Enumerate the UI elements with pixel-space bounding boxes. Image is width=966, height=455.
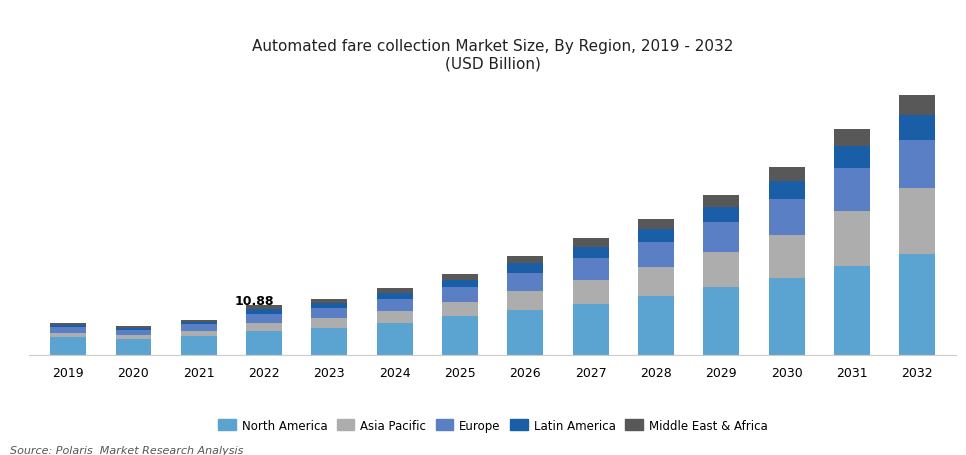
Bar <box>50 325 86 327</box>
Bar <box>638 219 674 229</box>
Bar <box>573 248 609 258</box>
Bar <box>899 189 935 255</box>
Bar <box>769 278 805 355</box>
Bar <box>377 312 412 323</box>
Bar <box>703 252 739 288</box>
Bar <box>573 280 609 304</box>
Bar <box>769 182 805 200</box>
Bar <box>899 96 935 116</box>
Bar <box>311 318 348 328</box>
Bar <box>899 116 935 141</box>
Bar <box>507 310 543 355</box>
Bar <box>116 330 152 335</box>
Bar <box>703 207 739 222</box>
Bar <box>311 308 348 318</box>
Bar <box>246 309 282 314</box>
Bar <box>507 291 543 310</box>
Bar <box>703 288 739 355</box>
Bar <box>50 333 86 338</box>
Bar <box>311 303 348 308</box>
Bar <box>769 167 805 182</box>
Bar <box>834 168 869 212</box>
Bar <box>377 289 412 293</box>
Bar <box>834 129 869 147</box>
Bar <box>899 141 935 189</box>
Bar <box>638 242 674 267</box>
Bar <box>116 335 152 339</box>
Bar <box>703 222 739 252</box>
Bar <box>638 267 674 297</box>
Bar <box>246 331 282 355</box>
Bar <box>377 299 412 312</box>
Bar <box>442 303 478 316</box>
Bar <box>311 299 348 303</box>
Bar <box>638 229 674 242</box>
Bar <box>442 288 478 303</box>
Bar <box>834 147 869 168</box>
Bar <box>181 336 216 355</box>
Bar <box>181 320 216 322</box>
Bar <box>573 239 609 248</box>
Bar <box>50 338 86 355</box>
Bar <box>116 328 152 330</box>
Bar <box>246 314 282 323</box>
Bar <box>573 258 609 280</box>
Text: Source: Polaris  Market Research Analysis: Source: Polaris Market Research Analysis <box>10 445 243 455</box>
Bar <box>181 324 216 331</box>
Bar <box>377 323 412 355</box>
Bar <box>246 323 282 331</box>
Bar <box>769 200 805 235</box>
Bar <box>116 339 152 355</box>
Text: 10.88: 10.88 <box>235 294 274 307</box>
Bar <box>50 323 86 325</box>
Bar <box>442 280 478 288</box>
Bar <box>507 264 543 273</box>
Bar <box>573 304 609 355</box>
Bar <box>246 305 282 309</box>
Bar <box>181 322 216 324</box>
Bar <box>507 273 543 291</box>
Bar <box>703 195 739 207</box>
Bar <box>181 331 216 336</box>
Bar <box>116 326 152 328</box>
Title: Automated fare collection Market Size, By Region, 2019 - 2032
(USD Billion): Automated fare collection Market Size, B… <box>252 39 733 71</box>
Bar <box>638 297 674 355</box>
Bar <box>899 255 935 355</box>
Bar <box>442 274 478 280</box>
Bar <box>507 257 543 264</box>
Bar <box>834 212 869 266</box>
Legend: North America, Asia Pacific, Europe, Latin America, Middle East & Africa: North America, Asia Pacific, Europe, Lat… <box>213 414 772 436</box>
Bar <box>377 293 412 299</box>
Bar <box>834 266 869 355</box>
Bar <box>442 316 478 355</box>
Bar <box>50 327 86 333</box>
Bar <box>311 328 348 355</box>
Bar <box>769 235 805 278</box>
